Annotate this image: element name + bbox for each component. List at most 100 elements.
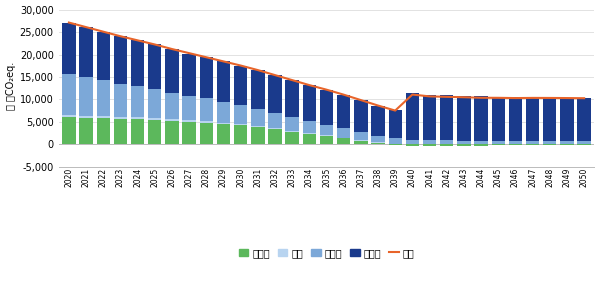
Bar xyxy=(97,32,110,80)
Bar xyxy=(406,140,419,144)
Bar xyxy=(457,96,470,141)
Bar xyxy=(148,89,161,118)
Bar xyxy=(148,44,161,89)
Bar xyxy=(97,80,110,116)
Bar xyxy=(320,135,333,136)
Bar xyxy=(491,144,505,145)
Bar xyxy=(440,144,454,145)
Bar xyxy=(389,138,402,144)
Bar xyxy=(371,143,385,144)
Bar xyxy=(423,140,436,144)
Bar xyxy=(423,95,436,140)
Bar xyxy=(526,144,539,145)
Bar xyxy=(97,118,110,144)
Bar xyxy=(491,141,505,144)
Bar xyxy=(234,66,247,105)
Bar xyxy=(406,93,419,140)
Bar xyxy=(286,132,299,144)
Bar xyxy=(543,97,556,141)
Bar xyxy=(526,97,539,141)
Y-axis label: 전 톤CO₂eq.: 전 톤CO₂eq. xyxy=(5,62,16,110)
Bar xyxy=(354,100,368,132)
Bar xyxy=(302,85,316,121)
Bar xyxy=(165,49,179,93)
Bar xyxy=(114,84,127,117)
Bar xyxy=(560,144,574,145)
Bar xyxy=(182,120,196,122)
Bar xyxy=(423,144,436,145)
Bar xyxy=(217,102,230,123)
Bar xyxy=(62,74,76,115)
Bar xyxy=(337,128,350,138)
Bar xyxy=(320,136,333,144)
Bar xyxy=(286,131,299,132)
Bar xyxy=(131,119,144,144)
Bar xyxy=(371,142,385,143)
Bar xyxy=(182,96,196,120)
Bar xyxy=(560,141,574,144)
Bar xyxy=(234,124,247,125)
Bar xyxy=(302,133,316,134)
Bar xyxy=(182,54,196,96)
Bar xyxy=(182,122,196,144)
Bar xyxy=(560,98,574,141)
Bar xyxy=(200,57,213,98)
Bar xyxy=(371,136,385,142)
Bar xyxy=(509,144,522,145)
Bar xyxy=(286,117,299,131)
Bar xyxy=(543,141,556,144)
Bar xyxy=(371,105,385,136)
Bar xyxy=(337,138,350,144)
Bar xyxy=(526,141,539,144)
Bar xyxy=(79,27,93,77)
Bar xyxy=(251,70,265,108)
Bar xyxy=(268,75,281,113)
Bar xyxy=(251,108,265,126)
Bar xyxy=(217,124,230,144)
Bar xyxy=(577,144,591,145)
Bar xyxy=(97,116,110,118)
Bar xyxy=(354,141,368,144)
Bar xyxy=(200,98,213,121)
Bar xyxy=(320,125,333,135)
Bar xyxy=(475,97,488,141)
Bar xyxy=(268,128,281,129)
Bar xyxy=(114,119,127,144)
Bar xyxy=(302,121,316,133)
Legend: 에너지, 기타, 폐기물, 농축산, 합계: 에너지, 기타, 폐기물, 농축산, 합계 xyxy=(235,244,418,262)
Bar xyxy=(389,144,402,145)
Bar xyxy=(577,98,591,141)
Bar xyxy=(457,141,470,144)
Bar xyxy=(131,86,144,117)
Bar xyxy=(234,125,247,144)
Bar xyxy=(475,141,488,144)
Bar xyxy=(217,123,230,124)
Bar xyxy=(131,40,144,86)
Bar xyxy=(509,97,522,141)
Bar xyxy=(148,118,161,119)
Bar xyxy=(114,117,127,119)
Bar xyxy=(354,140,368,141)
Bar xyxy=(268,129,281,144)
Bar xyxy=(286,80,299,117)
Bar xyxy=(491,97,505,141)
Bar xyxy=(440,95,454,140)
Bar xyxy=(165,119,179,121)
Bar xyxy=(457,144,470,145)
Bar xyxy=(577,141,591,144)
Bar xyxy=(543,144,556,145)
Bar xyxy=(268,113,281,128)
Bar xyxy=(114,36,127,84)
Bar xyxy=(251,126,265,127)
Bar xyxy=(62,117,76,144)
Bar xyxy=(79,77,93,116)
Bar xyxy=(79,118,93,144)
Bar xyxy=(234,105,247,124)
Bar xyxy=(337,95,350,128)
Bar xyxy=(62,23,76,74)
Bar xyxy=(475,144,488,145)
Bar xyxy=(251,127,265,144)
Bar xyxy=(200,123,213,144)
Bar xyxy=(354,132,368,140)
Bar xyxy=(131,117,144,119)
